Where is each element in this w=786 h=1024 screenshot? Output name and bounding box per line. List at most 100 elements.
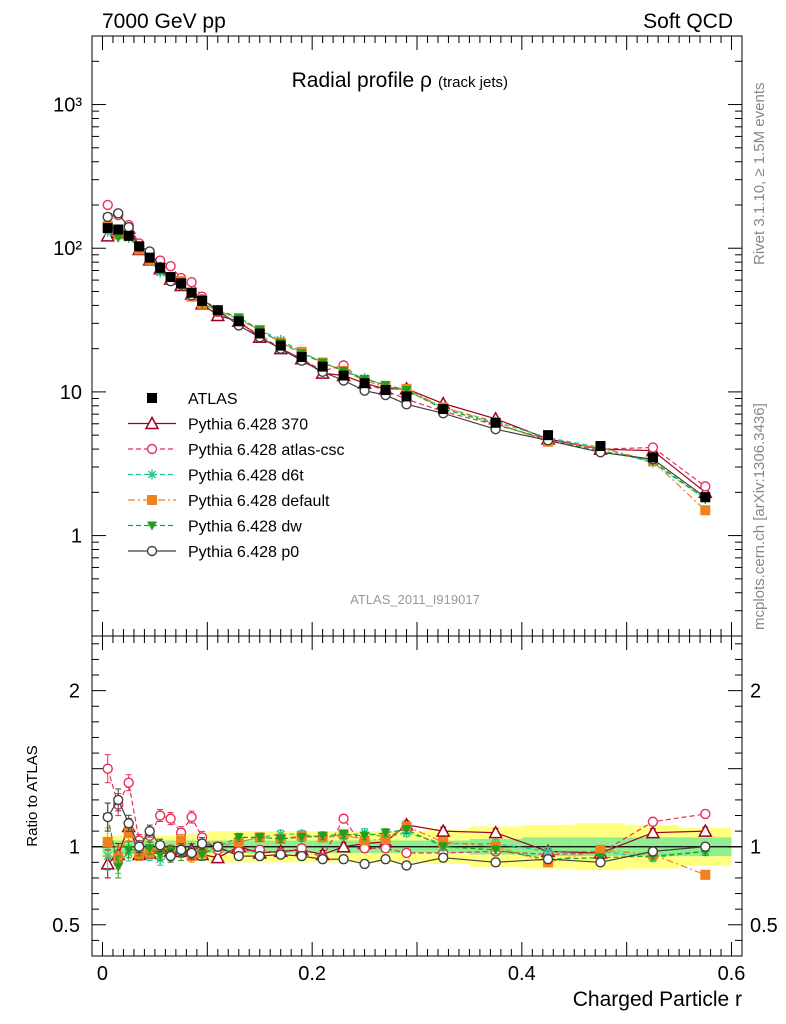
data-point (275, 340, 286, 351)
data-point (165, 260, 176, 272)
data-point (176, 278, 187, 289)
series-layer (100, 199, 713, 880)
data-point (113, 208, 124, 219)
legend-label: Pythia 6.428 dw (188, 519, 302, 536)
data-point (144, 252, 155, 263)
data-point (401, 391, 412, 402)
legend-marker (146, 545, 158, 557)
data-point (123, 230, 134, 241)
data-point (165, 272, 176, 283)
data-point (542, 854, 554, 865)
data-point (154, 839, 166, 851)
main-series-pythia-6-428-d6t (102, 226, 711, 504)
data-point (296, 850, 307, 862)
data-point (123, 827, 134, 838)
data-point (196, 838, 208, 849)
legend-label: Pythia 6.428 p0 (188, 544, 299, 561)
data-point (233, 833, 244, 843)
data-point (647, 452, 658, 463)
plot-title: Radial profile ρ (292, 69, 432, 92)
data-point (438, 404, 449, 415)
rivet-label: Rivet 3.1.10, ≥ 1.5M events (751, 83, 768, 266)
y-tick-label-ratio: 2 (69, 681, 80, 703)
ratio-frame (91, 635, 743, 957)
x-tick-label: 0 (97, 963, 108, 985)
data-point (380, 843, 391, 854)
data-point (700, 869, 711, 880)
legend-marker (144, 415, 160, 430)
data-point (197, 850, 208, 860)
plot-subtitle: (track jets) (438, 74, 508, 91)
legend-entry: Pythia 6.428 d6t (128, 468, 304, 485)
legend-entry: Pythia 6.428 dw (128, 519, 302, 536)
data-point (338, 854, 349, 865)
data-point (700, 481, 711, 492)
legend-marker (147, 495, 157, 505)
data-point (155, 262, 166, 273)
legend-marker (147, 469, 157, 480)
data-point (338, 813, 349, 824)
data-point (380, 833, 391, 844)
data-point (336, 839, 351, 853)
data-point (317, 831, 328, 841)
legend: ATLAS Pythia 6.428 370 Pythia 6.428 atlas-… (128, 391, 345, 561)
data-point (134, 241, 145, 252)
legend-label: Pythia 6.428 atlas-csc (188, 442, 345, 459)
series-line (107, 768, 706, 859)
data-point (102, 837, 113, 848)
data-point (102, 199, 113, 211)
data-point (595, 844, 606, 855)
ratio-series-pythia-6-428-p0 (102, 788, 711, 871)
legend-label: Pythia 6.428 d6t (188, 468, 304, 485)
data-point (102, 763, 113, 774)
legend-label: Pythia 6.428 default (188, 493, 330, 510)
data-point (102, 211, 113, 223)
data-point (359, 378, 370, 389)
source-label: mcplots.cern.ch [arXiv:1306.3436] (751, 403, 768, 630)
legend-entry: Pythia 6.428 p0 (128, 544, 299, 561)
ratio-y-axis-label: Ratio to ATLAS (24, 745, 41, 846)
data-point (438, 837, 449, 848)
data-point (212, 841, 224, 852)
header-left: 7000 GeV pp (102, 10, 226, 33)
data-point (155, 850, 166, 860)
data-point (401, 825, 412, 835)
data-point (595, 441, 606, 452)
data-point (197, 295, 208, 306)
ratio-series-pythia-6-428-atlas-csc (102, 754, 711, 863)
data-point (165, 850, 176, 862)
data-point (144, 844, 155, 854)
data-point (338, 370, 349, 381)
data-point (186, 287, 197, 298)
data-point (698, 823, 713, 837)
legend-label: ATLAS (188, 391, 238, 408)
data-point (438, 842, 449, 852)
data-point (543, 430, 554, 441)
data-point (113, 863, 124, 873)
legend-entry: Pythia 6.428 default (128, 493, 330, 510)
y-tick-label-main: 10³ (53, 95, 82, 117)
series-line (107, 816, 706, 869)
data-point (359, 858, 370, 870)
data-point (438, 852, 449, 863)
y-tick-label-main: 1 (71, 526, 82, 548)
x-tick-label: 0.4 (508, 963, 536, 985)
y-tick-label-main: 10² (53, 238, 82, 260)
data-point (317, 361, 328, 372)
legend-entry: Pythia 6.428 atlas-csc (128, 442, 345, 459)
y-tick-label-ratio-right: 2 (750, 681, 761, 703)
main-series-atlas (102, 223, 711, 503)
data-point (543, 846, 554, 857)
data-point (254, 328, 265, 339)
series-line (107, 231, 706, 500)
main-series-pythia-6-428-dw (102, 212, 711, 504)
data-point (144, 825, 155, 837)
data-point (275, 834, 286, 844)
data-point (647, 846, 659, 857)
data-point (186, 847, 197, 859)
data-point (700, 505, 711, 516)
data-point (210, 850, 226, 864)
x-tick-label: 0.6 (718, 963, 746, 985)
data-point (154, 810, 166, 821)
data-point (123, 777, 134, 788)
